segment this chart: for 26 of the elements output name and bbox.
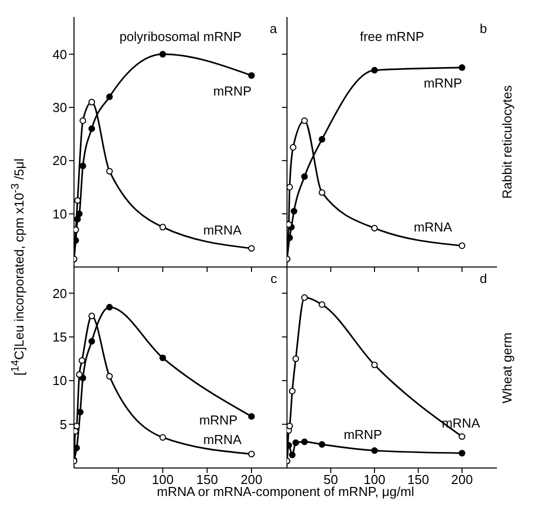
series-label: mRNA [442,416,480,431]
y-tick-label: 30 [52,100,67,116]
x-tick-label: 200 [451,472,473,488]
y-tick-label: 40 [52,46,67,62]
annotation: c [270,271,277,286]
text: polyribosomal mRNP [119,29,242,44]
y-tick-label: 10 [52,373,67,388]
y-tick-label: 5 [60,416,67,432]
y-tick-label: 20 [52,286,67,301]
series-label: mRNP [424,76,462,91]
annotation: b [480,21,487,36]
y-tick-label: 20 [52,153,67,168]
series-label: mRNA [414,220,452,235]
series-label: mRNP [213,84,252,99]
series-label: mRNA [203,432,242,448]
series-label: mRNP [199,412,238,428]
text: Wheat germ [500,332,514,403]
annotation: d [480,271,487,286]
text: free mRNP [360,29,424,44]
y-tick-label: 10 [52,206,67,222]
series-label: mRNP [344,427,382,442]
series-label: mRNA [203,222,242,238]
text: Rabbit reticulocytes [500,85,514,199]
annotation: a [270,21,277,36]
x-tick-label: 50 [111,472,126,488]
y-tick-label: 15 [52,330,67,345]
